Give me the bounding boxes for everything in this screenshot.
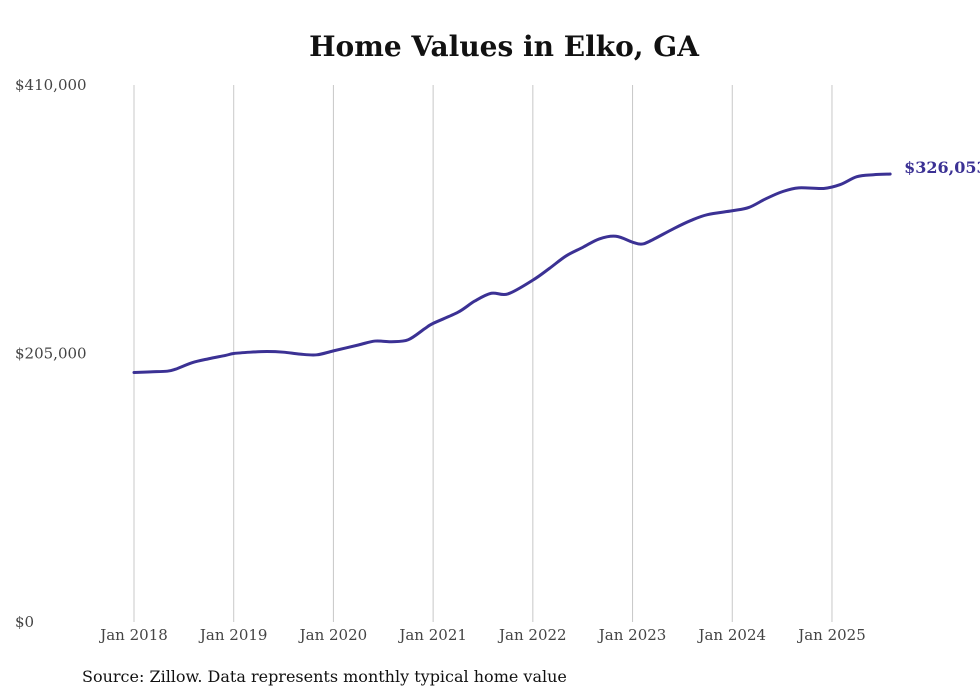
series-line <box>132 172 892 374</box>
x-tick-label: Jan 2020 <box>298 626 368 644</box>
series-layer <box>132 172 892 374</box>
x-tick-label: Jan 2018 <box>98 626 168 644</box>
x-tick-label: Jan 2023 <box>597 626 667 644</box>
source-note: Source: Zillow. Data represents monthly … <box>82 667 567 686</box>
x-tick-label: Jan 2022 <box>497 626 567 644</box>
y-tick-label: $205,000 <box>15 345 87 363</box>
y-tick-label: $410,000 <box>15 76 87 94</box>
x-axis-ticks: Jan 2018 Jan 2019 Jan 2020 Jan 2021 Jan 2022… <box>98 626 866 644</box>
x-tick-label: Jan 2025 <box>796 626 866 644</box>
y-tick-label: $0 <box>15 613 34 631</box>
x-tick-label: Jan 2021 <box>397 626 467 644</box>
chart-title: Home Values in Elko, GA <box>309 30 699 63</box>
last-value-label: $326,053 <box>904 158 980 177</box>
y-axis-ticks: $0 $205,000 $410,000 <box>15 76 87 631</box>
x-tick-label: Jan 2024 <box>696 626 766 644</box>
x-tick-label: Jan 2019 <box>198 626 268 644</box>
